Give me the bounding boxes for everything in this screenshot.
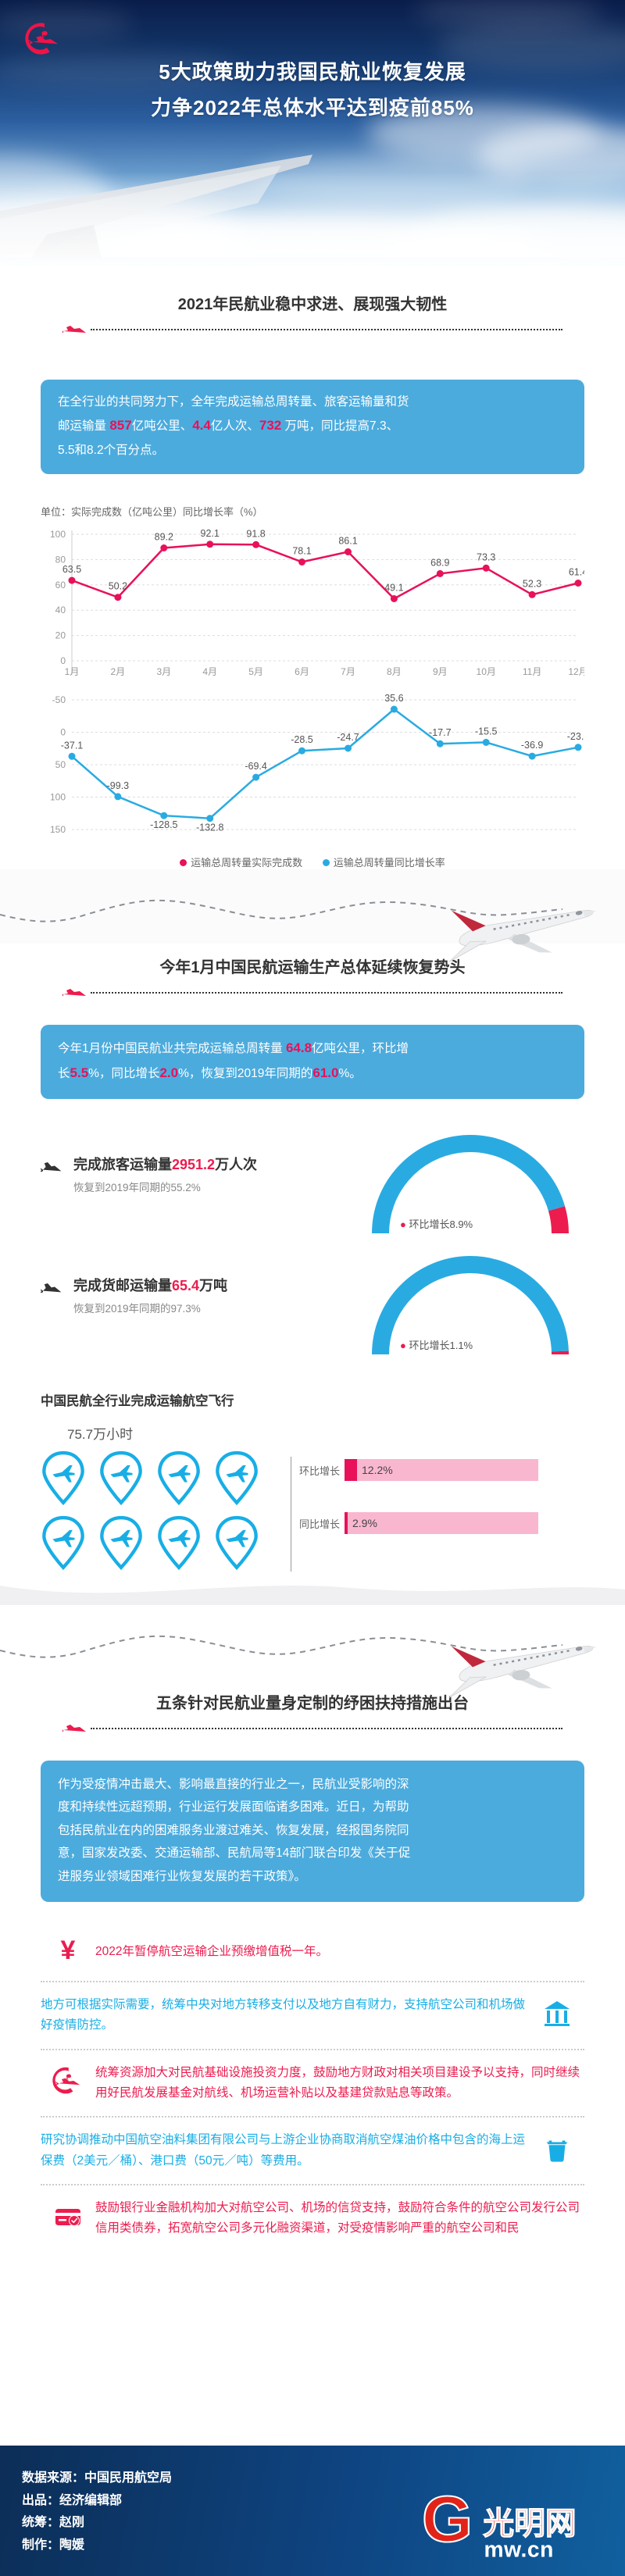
svg-text:-15.5: -15.5	[475, 726, 498, 737]
svg-text:-37.1: -37.1	[61, 740, 84, 751]
svg-text:40: 40	[55, 605, 66, 615]
svg-text:60: 60	[55, 580, 66, 590]
svg-text:0: 0	[60, 655, 66, 666]
svg-text:73.3: 73.3	[477, 551, 495, 562]
svg-text:8月: 8月	[387, 666, 402, 677]
svg-text:-132.8: -132.8	[196, 822, 223, 833]
svg-text:150: 150	[50, 824, 66, 835]
svg-text:-24.7: -24.7	[337, 732, 359, 743]
svg-text:49.1: 49.1	[384, 583, 403, 594]
svg-text:91.8: 91.8	[246, 528, 265, 539]
svg-text:63.5: 63.5	[62, 564, 81, 575]
svg-text:50: 50	[55, 759, 66, 770]
svg-text:mw.cn: mw.cn	[484, 2536, 553, 2561]
svg-text:52.3: 52.3	[523, 578, 541, 589]
svg-text:61.4: 61.4	[569, 567, 584, 578]
svg-text:35.6: 35.6	[384, 693, 403, 704]
svg-text:-99.3: -99.3	[107, 780, 130, 791]
svg-text:-69.4: -69.4	[245, 761, 267, 772]
svg-text:7月: 7月	[341, 666, 355, 677]
svg-text:1月: 1月	[65, 666, 80, 677]
svg-text:89.2: 89.2	[155, 532, 173, 543]
svg-text:6月: 6月	[295, 666, 309, 677]
svg-text:100: 100	[50, 792, 66, 803]
svg-text:-28.5: -28.5	[291, 734, 313, 745]
svg-text:20: 20	[55, 630, 66, 641]
svg-text:-17.7: -17.7	[429, 727, 452, 738]
svg-text:11月: 11月	[523, 666, 541, 677]
svg-text:68.9: 68.9	[430, 558, 449, 569]
svg-text:100: 100	[50, 529, 66, 540]
svg-text:G: G	[422, 2488, 473, 2555]
svg-text:0: 0	[60, 727, 66, 738]
svg-text:5月: 5月	[248, 666, 263, 677]
svg-text:10月: 10月	[477, 666, 496, 677]
svg-text:4月: 4月	[202, 666, 217, 677]
svg-text:86.1: 86.1	[338, 536, 357, 547]
svg-text:50.2: 50.2	[109, 581, 127, 592]
svg-text:-128.5: -128.5	[150, 819, 177, 830]
svg-text:2月: 2月	[111, 666, 126, 677]
svg-text:¥: ¥	[61, 1936, 76, 1965]
svg-text:78.1: 78.1	[292, 546, 311, 557]
svg-text:12月: 12月	[568, 666, 584, 677]
svg-text:3月: 3月	[156, 666, 171, 677]
svg-text:92.1: 92.1	[201, 528, 220, 539]
svg-text:-50: -50	[52, 694, 66, 705]
svg-text:9月: 9月	[433, 666, 448, 677]
svg-text:-36.9: -36.9	[521, 740, 544, 751]
svg-text:-23.3: -23.3	[567, 731, 584, 742]
